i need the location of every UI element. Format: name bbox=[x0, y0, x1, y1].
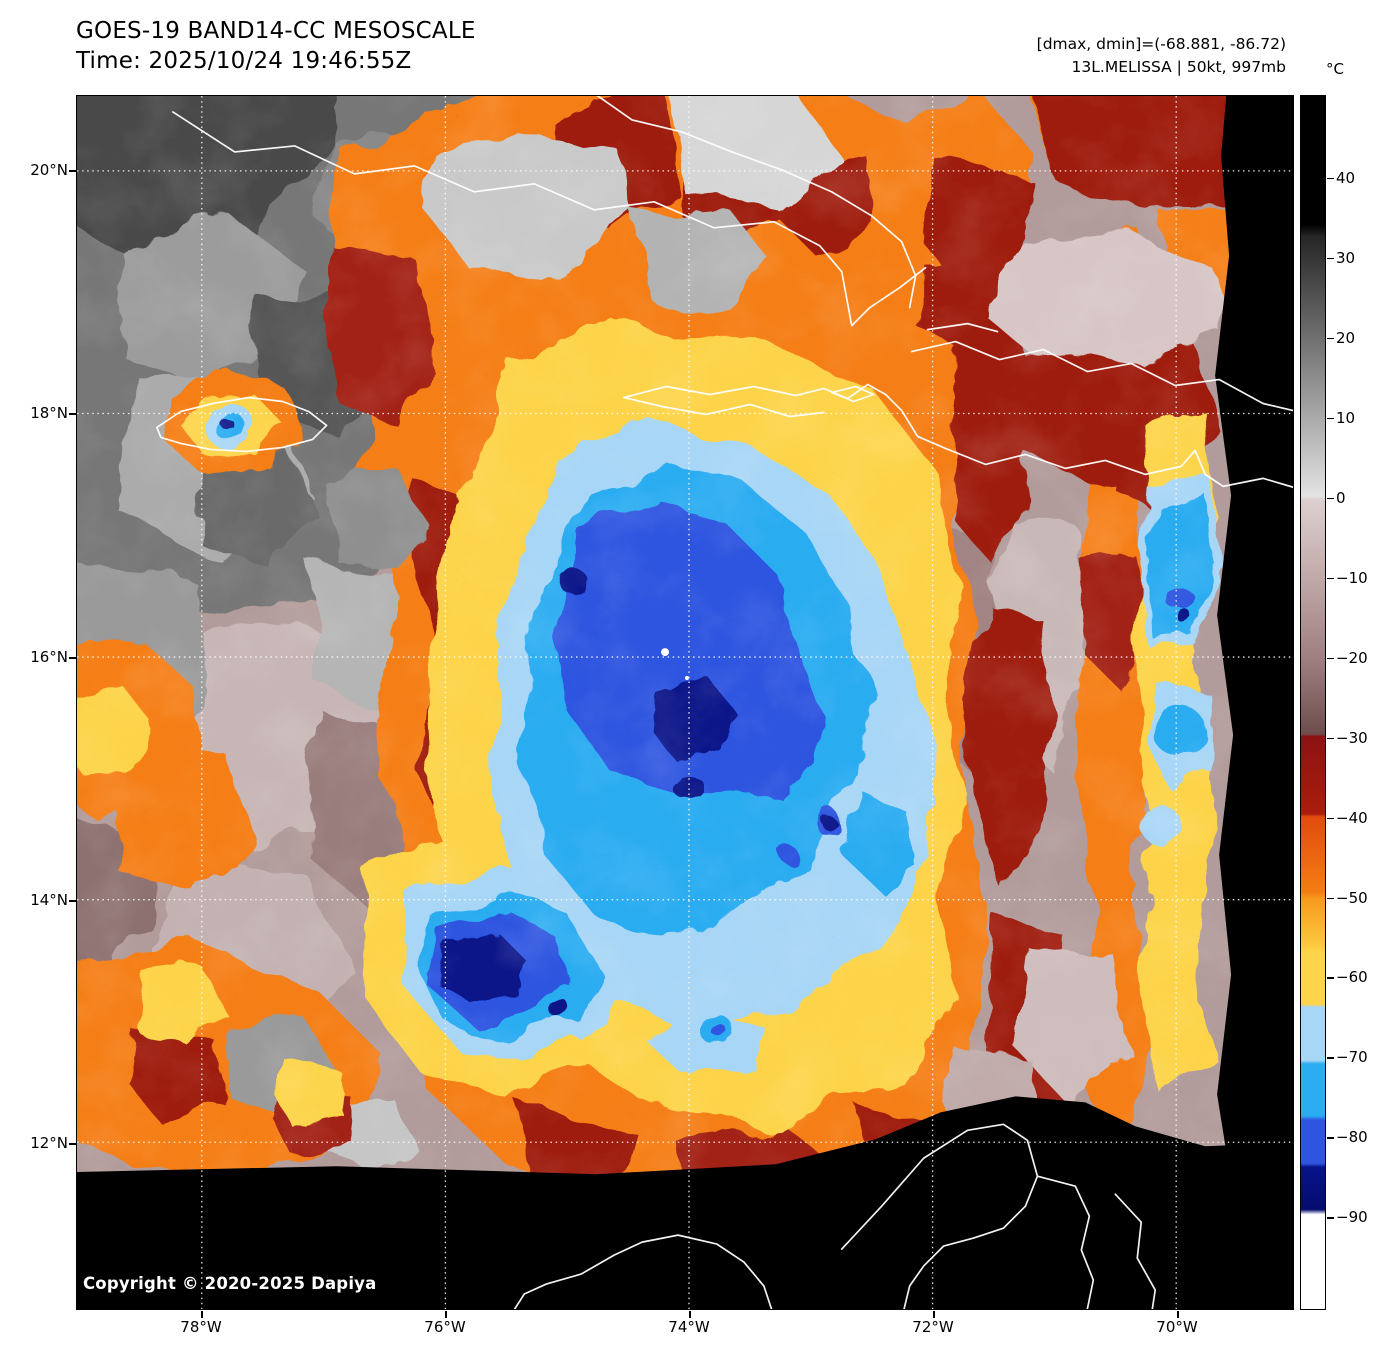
lon-tick-mark bbox=[445, 1311, 447, 1318]
colorbar-tick-label: −60 bbox=[1336, 968, 1368, 987]
colorbar-tick-label: −70 bbox=[1336, 1048, 1368, 1067]
lon-tick-mark bbox=[933, 1311, 935, 1318]
colorbar-tick-mark bbox=[1327, 1137, 1334, 1139]
lon-tick-label: 76°W bbox=[424, 1318, 466, 1336]
colorbar-tick-label: −90 bbox=[1336, 1208, 1368, 1227]
colorbar-tick-mark bbox=[1327, 897, 1334, 899]
colorbar-tick-label: 0 bbox=[1336, 488, 1346, 507]
lon-tick-label: 70°W bbox=[1156, 1318, 1198, 1336]
colorbar-tick-label: 10 bbox=[1336, 408, 1356, 427]
lat-tick-label: 14°N bbox=[30, 891, 68, 909]
colorbar-tick-label: −20 bbox=[1336, 648, 1368, 667]
satellite-map: Copyright © 2020-2025 Dapiya bbox=[76, 95, 1294, 1310]
lat-tick-label: 16°N bbox=[30, 648, 68, 666]
colorbar-tick-label: 20 bbox=[1336, 328, 1356, 347]
colorbar bbox=[1300, 95, 1326, 1310]
lat-tick-mark bbox=[69, 413, 76, 415]
lon-tick-label: 74°W bbox=[668, 1318, 710, 1336]
colorbar-tick-mark bbox=[1327, 257, 1334, 260]
graticule-gridlines bbox=[77, 96, 1293, 1309]
colorbar-tick-mark bbox=[1327, 1057, 1334, 1059]
colorbar-tick-label: −40 bbox=[1336, 808, 1368, 827]
colorbar-tick-mark bbox=[1327, 577, 1334, 580]
lat-tick-label: 18°N bbox=[30, 404, 68, 422]
storm-info: 13L.MELISSA | 50kt, 997mb bbox=[1071, 58, 1286, 77]
lat-tick-label: 12°N bbox=[30, 1134, 68, 1152]
colorbar-tick-mark bbox=[1327, 497, 1334, 500]
colorbar-unit-label: °C bbox=[1326, 60, 1344, 78]
lon-tick-label: 72°W bbox=[912, 1318, 954, 1336]
satellite-imagery bbox=[77, 96, 1293, 1309]
lat-tick-mark bbox=[69, 170, 76, 172]
lat-tick-mark bbox=[69, 1143, 76, 1145]
copyright-notice: Copyright © 2020-2025 Dapiya bbox=[83, 1274, 377, 1293]
lon-tick-label: 78°W bbox=[180, 1318, 222, 1336]
colorbar-tick-mark bbox=[1327, 737, 1334, 740]
lon-tick-mark bbox=[201, 1311, 203, 1318]
colorbar-tick-label: −50 bbox=[1336, 888, 1368, 907]
colorbar-tick-mark bbox=[1327, 177, 1334, 180]
colorbar-tick-mark bbox=[1327, 977, 1334, 979]
lat-tick-mark bbox=[69, 657, 76, 659]
colorbar-tick-mark bbox=[1327, 417, 1334, 420]
colorbar-tick-label: −10 bbox=[1336, 568, 1368, 587]
lat-tick-label: 20°N bbox=[30, 161, 68, 179]
colorbar-tick-mark bbox=[1327, 817, 1334, 820]
header-info-block: [dmax, dmin]=(-68.881, -86.72) 13L.MELIS… bbox=[1037, 33, 1286, 80]
lat-tick-mark bbox=[69, 900, 76, 902]
timestamp: Time: 2025/10/24 19:46:55Z bbox=[76, 48, 412, 75]
lon-tick-mark bbox=[689, 1311, 691, 1318]
coastlines bbox=[156, 96, 1293, 1309]
colorbar-tick-label: −30 bbox=[1336, 728, 1368, 747]
colorbar-tick-mark bbox=[1327, 657, 1334, 660]
colorbar-tick-mark bbox=[1327, 337, 1334, 340]
header-title-block: GOES-19 BAND14-CC MESOSCALE Time: 2025/1… bbox=[76, 16, 476, 77]
colorbar-tick-label: −80 bbox=[1336, 1128, 1368, 1147]
product-title: GOES-19 BAND14-CC MESOSCALE bbox=[76, 18, 476, 44]
colorbar-tick-label: 40 bbox=[1336, 168, 1356, 187]
range-info: [dmax, dmin]=(-68.881, -86.72) bbox=[1036, 35, 1286, 53]
no-data-region bbox=[77, 96, 1293, 1309]
colorbar-tick-label: 30 bbox=[1336, 248, 1356, 267]
lon-tick-mark bbox=[1177, 1311, 1179, 1318]
colorbar-tick-mark bbox=[1327, 1217, 1334, 1219]
